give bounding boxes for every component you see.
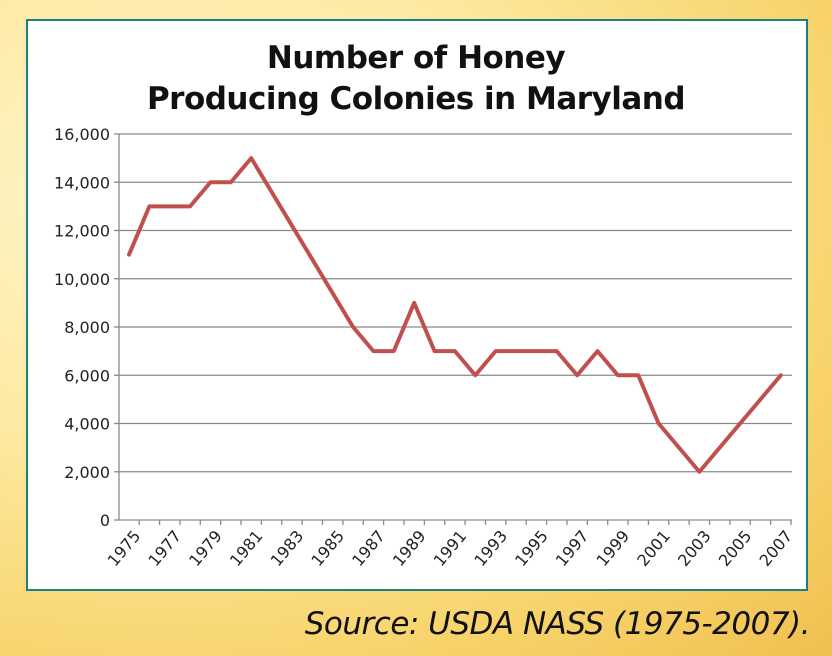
y-tick-label: 6,000 — [64, 366, 110, 385]
chart-title-line-2: Producing Colonies in Maryland — [146, 81, 686, 117]
x-tick-label: 1991 — [430, 527, 471, 570]
x-tick-label: 1985 — [307, 527, 348, 570]
x-tick-label: 1981 — [226, 527, 267, 570]
x-tick-label: 1989 — [389, 527, 430, 570]
x-tick-label: 2007 — [756, 527, 797, 570]
y-tick-label: 16,000 — [54, 125, 110, 144]
x-tick-label: 2001 — [633, 527, 674, 570]
chart-title: Number of Honey Producing Colonies in Ma… — [0, 38, 832, 120]
y-tick-label: 10,000 — [54, 270, 110, 289]
x-tick-label: 1977 — [144, 527, 185, 570]
x-tick-label: 1987 — [348, 527, 389, 570]
y-tick-label: 4,000 — [64, 415, 110, 434]
y-tick-label: 12,000 — [54, 222, 110, 241]
y-tick-label: 0 — [100, 511, 110, 530]
x-tick-label: 2005 — [715, 527, 756, 570]
x-tick-label: 1975 — [104, 527, 145, 570]
series-line — [127, 156, 783, 474]
x-tick-label: 1997 — [552, 527, 593, 570]
y-tick-label: 14,000 — [54, 173, 110, 192]
y-tick-label: 2,000 — [64, 463, 110, 482]
x-tick-label: 1983 — [267, 527, 308, 570]
chart-title-line-1: Number of Honey — [266, 40, 566, 76]
x-tick-label: 2003 — [674, 527, 715, 570]
x-tick-label: 1995 — [511, 527, 552, 570]
x-tick-label: 1979 — [185, 527, 226, 570]
x-tick-label: 1999 — [593, 527, 634, 570]
source-note: Source: USDA NASS (1975-2007). — [304, 606, 811, 642]
y-tick-label: 8,000 — [64, 318, 110, 337]
x-tick-label: 1993 — [470, 527, 511, 570]
